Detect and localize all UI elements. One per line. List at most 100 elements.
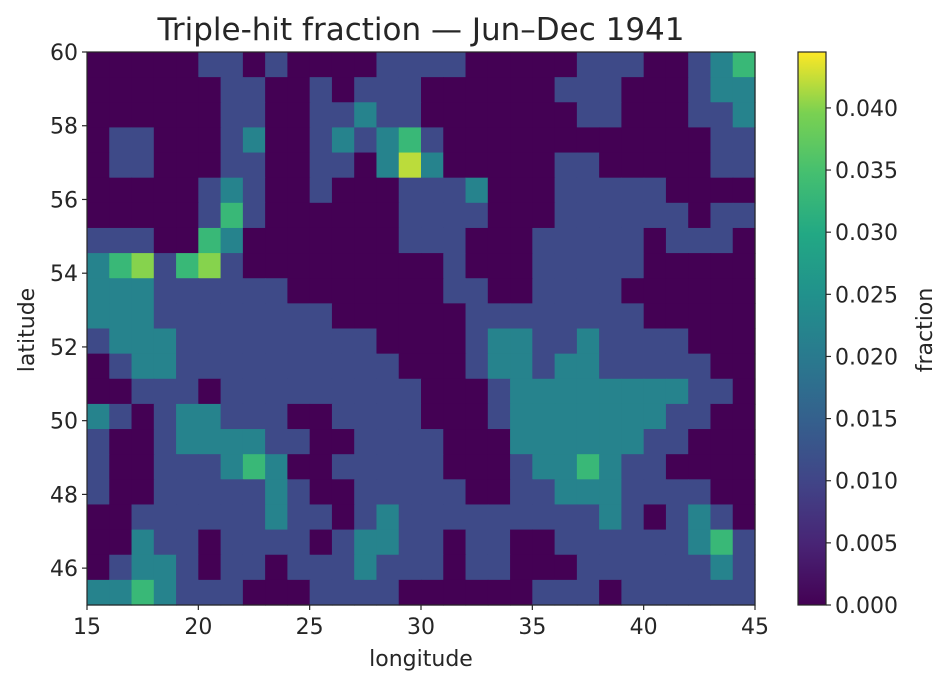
heatmap-cell	[242, 202, 266, 229]
heatmap-cell	[131, 177, 155, 204]
heatmap-cell	[710, 278, 734, 304]
heatmap-cell	[554, 202, 578, 229]
x-tick-label: 25	[296, 615, 324, 640]
colorbar-tick-label: 0.025	[835, 283, 898, 308]
heatmap-cell	[176, 77, 199, 103]
heatmap-cell	[688, 328, 712, 355]
heatmap-cell	[443, 554, 467, 581]
heatmap-cell	[287, 479, 311, 506]
heatmap-cell	[287, 152, 311, 179]
heatmap-cell	[465, 554, 489, 581]
heatmap-cell	[554, 353, 578, 380]
heatmap-cell	[643, 102, 667, 129]
y-tick-label: 52	[50, 336, 78, 361]
heatmap-cell	[510, 328, 533, 355]
heatmap-cell	[265, 504, 288, 531]
heatmap-cell	[421, 554, 444, 581]
heatmap-cell	[242, 429, 266, 455]
colorbar	[797, 51, 827, 606]
heatmap-cell	[309, 177, 333, 204]
heatmap-cell	[732, 202, 756, 229]
heatmap-cell	[131, 378, 155, 405]
heatmap-cell	[198, 579, 222, 606]
heatmap-cell	[732, 127, 756, 154]
heatmap-cell	[487, 429, 511, 455]
heatmap-cell	[153, 504, 177, 531]
heatmap-cell	[398, 77, 422, 103]
heatmap-cell	[554, 454, 578, 480]
heatmap-cell	[109, 504, 133, 531]
heatmap-cell	[398, 403, 422, 430]
heatmap-cell	[109, 353, 133, 380]
colorbar-tick-label: 0.010	[835, 470, 898, 495]
heatmap-cell	[510, 454, 533, 480]
heatmap-cell	[643, 278, 667, 304]
heatmap-cell	[621, 278, 645, 304]
heatmap-cell	[554, 403, 578, 430]
heatmap-cell	[621, 303, 645, 330]
heatmap-cell	[376, 353, 400, 380]
heatmap-cell	[510, 127, 533, 154]
heatmap-cell	[131, 504, 155, 531]
heatmap-cell	[599, 303, 622, 330]
heatmap-cell	[287, 429, 311, 455]
heatmap-cell	[465, 479, 489, 506]
heatmap-cell	[109, 102, 133, 129]
heatmap-cell	[198, 177, 222, 204]
heatmap-cell	[532, 102, 556, 129]
heatmap-cell	[287, 529, 311, 556]
heatmap-cell	[643, 403, 667, 430]
heatmap-cell	[621, 328, 645, 355]
heatmap-cell	[265, 454, 288, 480]
heatmap-cell	[532, 77, 556, 103]
heatmap-cell	[532, 52, 556, 78]
heatmap-cell	[732, 253, 756, 279]
heatmap-cell	[198, 77, 222, 103]
heatmap-cell	[87, 102, 110, 129]
heatmap-cell	[309, 303, 333, 330]
heatmap-cell	[109, 454, 133, 480]
heatmap-cell	[621, 253, 645, 279]
heatmap-cell	[643, 253, 667, 279]
heatmap-cell	[398, 278, 422, 304]
heatmap-cell	[287, 504, 311, 531]
heatmap-cell	[176, 378, 199, 405]
heatmap-cell	[398, 303, 422, 330]
heatmap-cell	[465, 378, 489, 405]
heatmap-cell	[309, 454, 333, 480]
heatmap-cell	[599, 378, 622, 405]
heatmap-cell	[220, 102, 244, 129]
x-tick-label: 35	[518, 615, 546, 640]
colorbar-ticks: 0.000 0.005 0.010 0.015 0.020 0.025 0.030 0.035…	[826, 97, 898, 619]
heatmap-cell	[599, 554, 622, 581]
heatmap-cell	[153, 202, 177, 229]
heatmap-cell	[220, 504, 244, 531]
heatmap-cell	[176, 454, 199, 480]
heatmap-cell	[242, 177, 266, 204]
heatmap-cell	[510, 378, 533, 405]
heatmap-cell	[487, 403, 511, 430]
heatmap-cell	[710, 202, 734, 229]
heatmap-cell	[376, 177, 400, 204]
heatmap-cell	[688, 77, 712, 103]
heatmap-cell	[265, 278, 288, 304]
heatmap-cell	[532, 328, 556, 355]
heatmap-cell	[576, 177, 600, 204]
heatmap-cell	[153, 102, 177, 129]
heatmap-cell	[265, 328, 288, 355]
heatmap-cell	[532, 554, 556, 581]
heatmap-cell	[487, 152, 511, 179]
heatmap-cell	[287, 227, 311, 254]
heatmap-cell	[710, 102, 734, 129]
heatmap-cell	[331, 177, 355, 204]
heatmap-cell	[242, 328, 266, 355]
heatmap-cell	[421, 127, 444, 154]
heatmap-cell	[198, 52, 222, 78]
heatmap-cell	[265, 529, 288, 556]
heatmap-cell	[443, 52, 467, 78]
heatmap-cell	[309, 102, 333, 129]
heatmap-cell	[576, 479, 600, 506]
heatmap-cell	[287, 253, 311, 279]
heatmap-cell	[532, 579, 556, 606]
